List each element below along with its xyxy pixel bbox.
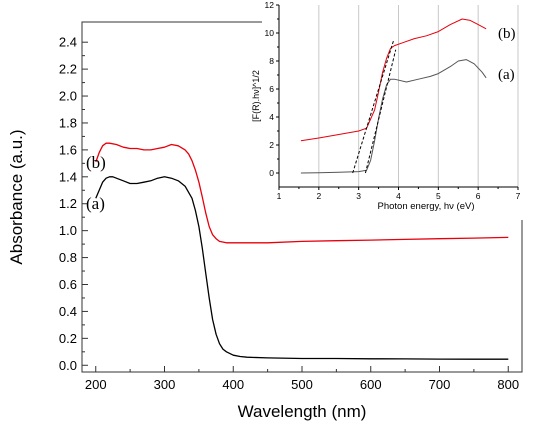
inset-x-tick-label: 7	[516, 191, 521, 201]
inset-grid	[318, 5, 519, 187]
inset-y-ticks: 0 2 4 6 8 10 12	[265, 0, 279, 178]
main-legend-label-b: (b)	[86, 153, 106, 172]
main-y-tick-label: 1.0	[59, 223, 77, 238]
inset-y-tick-label: 10	[265, 28, 275, 38]
main-x-axis-label: Wavelength (nm)	[238, 402, 367, 421]
inset-x-axis-label: Photon energy, hν (eV)	[378, 201, 475, 212]
inset-x-tick-label: 1	[277, 191, 282, 201]
inset-tangent-lines	[352, 39, 397, 174]
inset-tangent-line	[364, 49, 397, 174]
inset-series-b-line	[300, 18, 487, 142]
main-chart: 0.00.20.40.60.81.01.21.41.61.82.02.22.4 …	[7, 21, 523, 421]
main-y-tick-label: 0.2	[59, 331, 77, 346]
main-y-tick-label: 2.2	[59, 62, 77, 77]
inset-x-tick-label: 3	[356, 191, 361, 201]
main-y-tick-label: 1.8	[59, 115, 77, 130]
main-x-ticks: 200 300 400 500 600 700 800	[85, 366, 519, 392]
inset-y-tick-label: 8	[269, 56, 274, 66]
inset-series-lines	[300, 18, 487, 174]
inset-x-tick-label: 2	[316, 191, 321, 201]
inset-x-axis-label-prefix: Photon energy, hν (eV)	[378, 201, 475, 212]
main-y-tick-label: 1.6	[59, 142, 77, 157]
main-x-tick-label: 400	[222, 377, 244, 392]
main-y-tick-label: 2.0	[59, 89, 77, 104]
main-y-tick-label: 1.2	[59, 196, 77, 211]
inset-x-ticks: 1 2 3 4 5 6 7	[277, 187, 521, 201]
inset-y-axis-label: [F(R).hν]^1/2	[251, 70, 261, 122]
main-x-tick-label: 800	[497, 377, 519, 392]
inset-y-tick-label: 0	[269, 168, 274, 178]
main-y-tick-label: 0.8	[59, 250, 77, 265]
inset-x-tick-label: 5	[436, 191, 441, 201]
main-x-tick-label: 700	[429, 377, 451, 392]
inset-x-tick-label: 4	[396, 191, 401, 201]
main-y-tick-label: 0.0	[59, 358, 77, 373]
inset-legend-label-a: (a)	[498, 67, 515, 83]
main-x-tick-label: 500	[291, 377, 313, 392]
inset-legend-label-b: (b)	[498, 26, 516, 42]
inset-x-tick-label: 6	[476, 191, 481, 201]
inset-y-tick-label: 12	[265, 0, 275, 10]
main-y-tick-label: 1.4	[59, 169, 77, 184]
main-series-lines	[95, 142, 509, 360]
inset-y-tick-label: 4	[269, 112, 274, 122]
main-y-tick-label: 0.4	[59, 304, 77, 319]
main-x-tick-label: 300	[154, 377, 176, 392]
main-x-tick-label: 600	[360, 377, 382, 392]
main-x-tick-label: 200	[85, 377, 107, 392]
main-y-ticks: 0.0 0.2 0.4 0.6 0.8 1.0 1.2 1.4 1.6 1.8 2.0 2.2 2.4	[59, 35, 88, 373]
inset-series-a-line	[300, 59, 487, 174]
main-y-tick-label: 2.4	[59, 35, 77, 50]
inset-tangent-line	[352, 39, 395, 174]
main-y-tick-label: 0.6	[59, 277, 77, 292]
main-y-axis-label: Absorbance (a.u.)	[7, 129, 26, 264]
inset-y-tick-label: 2	[269, 140, 274, 150]
main-series-a-line	[95, 176, 509, 360]
main-series-b-line	[95, 142, 509, 244]
inset-y-tick-label: 6	[269, 84, 274, 94]
main-legend-label-a: (a)	[86, 194, 105, 213]
